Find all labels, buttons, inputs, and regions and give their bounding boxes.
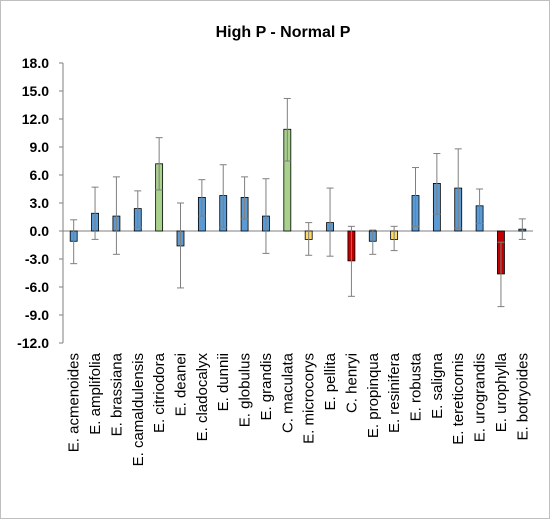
category-label: E. globulus bbox=[237, 353, 254, 427]
category-label: E. propinqua bbox=[365, 352, 382, 438]
category-label: E. acmenoides bbox=[66, 353, 83, 452]
category-label: E. citriodora bbox=[151, 352, 168, 433]
category-label: E. amplifolia bbox=[87, 352, 104, 434]
category-label: E. camaldulensis bbox=[130, 353, 147, 466]
category-label: E. microcorys bbox=[301, 353, 318, 444]
category-label: E. dunnii bbox=[215, 353, 232, 411]
category-label: E. urograndis bbox=[472, 353, 489, 442]
chart-title: High P - Normal P bbox=[216, 24, 351, 41]
category-label: E. robusta bbox=[408, 352, 425, 421]
category-label: C. henryi bbox=[343, 353, 360, 413]
category-label: E. resinifera bbox=[386, 352, 403, 433]
category-label: E. saligna bbox=[429, 352, 446, 419]
plot-area: 18.0 15.0 12.0 9.0 6.0 3.0 0.0 -3.0 -6.0 -9.0 -12.… bbox=[17, 55, 533, 466]
category-label: E. cladocalyx bbox=[194, 353, 211, 442]
category-label: C. maculata bbox=[279, 352, 296, 433]
category-label: E. botryoides bbox=[514, 353, 531, 441]
category-label: E. urophylla bbox=[493, 352, 510, 432]
y-tick-label: -12.0 bbox=[17, 335, 49, 351]
y-tick-label: 3.0 bbox=[30, 195, 50, 211]
category-label: E. brassiana bbox=[108, 352, 125, 436]
y-tick-label: 15.0 bbox=[22, 83, 49, 99]
y-tick-label: -6.0 bbox=[25, 279, 49, 295]
y-tick-label: 12.0 bbox=[22, 111, 49, 127]
category-label: E. tereticornis bbox=[450, 353, 467, 445]
y-tick-label: 9.0 bbox=[30, 139, 50, 155]
category-label: E. deanei bbox=[173, 353, 190, 416]
y-tick-label: 6.0 bbox=[30, 167, 50, 183]
category-label: E. pellita bbox=[322, 352, 339, 410]
y-tick-label: -9.0 bbox=[25, 307, 49, 323]
y-tick-label: 0.0 bbox=[30, 223, 50, 239]
y-tick-label: 18.0 bbox=[22, 55, 49, 71]
y-tick-label: -3.0 bbox=[25, 251, 49, 267]
category-label: E. grandis bbox=[258, 353, 275, 421]
